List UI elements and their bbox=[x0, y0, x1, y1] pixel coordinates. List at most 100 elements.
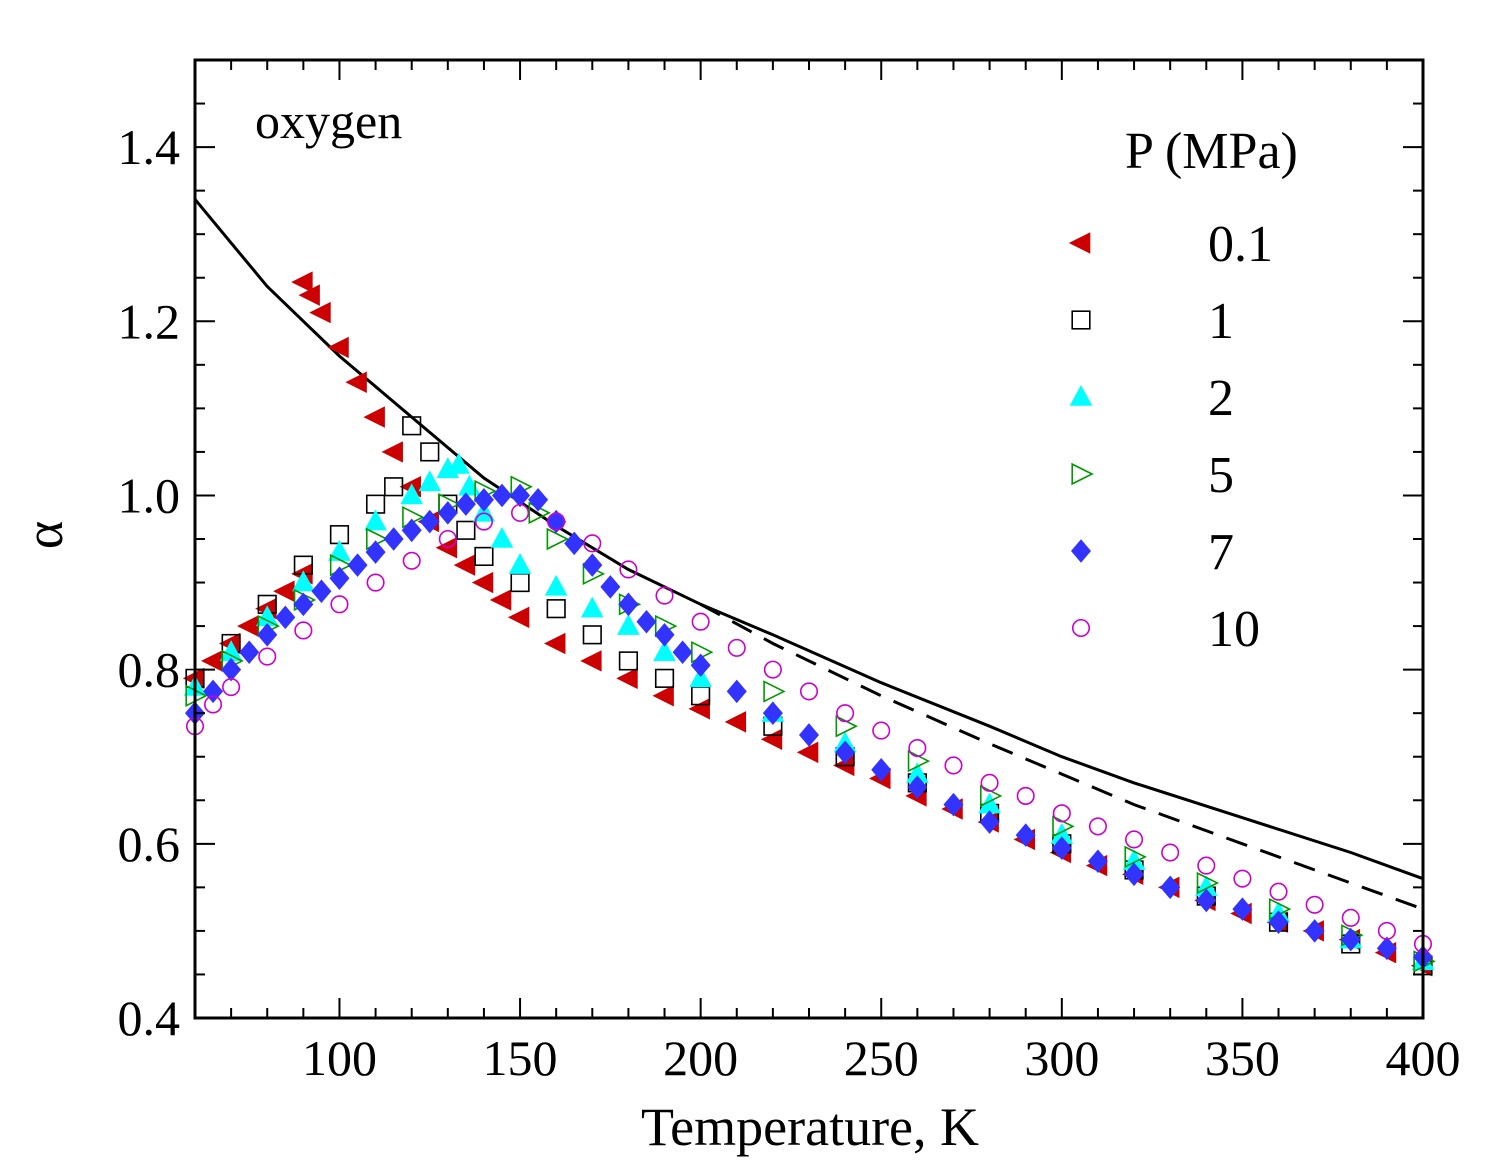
data-point bbox=[1376, 936, 1397, 961]
x-tick-label: 250 bbox=[844, 1030, 919, 1086]
y-tick-label: 0.4 bbox=[118, 990, 181, 1046]
legend-marker bbox=[1070, 539, 1092, 563]
data-point bbox=[239, 640, 260, 664]
data-point bbox=[653, 640, 676, 661]
data-point bbox=[1268, 910, 1289, 934]
data-point bbox=[872, 721, 891, 740]
data-point bbox=[980, 773, 999, 792]
data-point bbox=[365, 540, 386, 564]
data-point bbox=[763, 660, 782, 679]
data-point bbox=[546, 527, 569, 551]
data-point bbox=[618, 592, 639, 617]
data-point bbox=[546, 509, 567, 534]
data-point bbox=[364, 509, 387, 531]
data-point bbox=[1197, 856, 1216, 875]
data-point bbox=[402, 416, 422, 436]
data-point bbox=[474, 512, 493, 531]
y-tick-label: 1.2 bbox=[118, 293, 181, 349]
data-point bbox=[1340, 927, 1361, 952]
data-point bbox=[546, 599, 566, 619]
data-point bbox=[691, 612, 710, 631]
legend-label: 0.1 bbox=[1208, 216, 1273, 273]
data-point bbox=[727, 638, 746, 657]
data-point bbox=[293, 592, 314, 617]
data-point bbox=[453, 554, 476, 576]
data-point bbox=[345, 371, 367, 393]
y-axis-title: α bbox=[14, 521, 74, 549]
data-points bbox=[182, 271, 1436, 977]
data-point bbox=[1161, 843, 1180, 862]
data-point bbox=[1196, 888, 1217, 913]
data-point bbox=[456, 520, 476, 540]
data-point bbox=[1233, 869, 1252, 888]
data-point bbox=[292, 570, 315, 592]
data-point bbox=[724, 711, 747, 733]
data-point bbox=[1341, 908, 1360, 927]
data-point bbox=[1196, 871, 1220, 895]
data-point bbox=[636, 609, 657, 634]
data-point bbox=[511, 503, 530, 522]
data-point bbox=[581, 596, 604, 618]
data-point bbox=[1088, 817, 1107, 836]
legend-item-10: 10 bbox=[1071, 601, 1260, 658]
data-point bbox=[311, 579, 332, 604]
data-point bbox=[294, 621, 313, 640]
data-point bbox=[654, 668, 675, 688]
data-point bbox=[600, 575, 621, 599]
data-point bbox=[582, 625, 602, 645]
data-point bbox=[204, 695, 223, 714]
data-point bbox=[835, 740, 856, 765]
legend-item-5: 5 bbox=[1071, 447, 1234, 504]
data-point bbox=[547, 512, 566, 531]
data-point bbox=[616, 667, 638, 690]
data-point bbox=[979, 810, 1000, 834]
tick-labels: 100 150 200 250 300 350 400 0.4 0.6 0.8 1.0 1.2 1.4 bbox=[118, 119, 1461, 1086]
legend-marker bbox=[1069, 384, 1093, 406]
data-point bbox=[1305, 895, 1324, 914]
x-tick-label: 300 bbox=[1024, 1030, 1099, 1086]
legend: 0.1 1 2 5 7 10 bbox=[1068, 216, 1273, 658]
legend-item-0.1: 0.1 bbox=[1068, 216, 1273, 273]
data-point bbox=[309, 301, 331, 324]
legend-marker bbox=[1071, 618, 1091, 638]
data-point bbox=[690, 653, 711, 678]
data-point bbox=[510, 572, 530, 593]
data-point bbox=[257, 623, 278, 647]
data-point bbox=[726, 679, 747, 704]
data-point bbox=[1052, 804, 1071, 823]
data-point bbox=[763, 680, 786, 703]
data-point bbox=[978, 792, 1001, 814]
y-tick-label: 1.4 bbox=[118, 119, 181, 175]
x-tick-label: 150 bbox=[483, 1030, 558, 1086]
legend-item-1: 1 bbox=[1071, 293, 1234, 350]
data-point bbox=[471, 571, 494, 594]
line-dashed bbox=[699, 602, 1424, 911]
data-point bbox=[1051, 836, 1072, 860]
data-point bbox=[582, 553, 603, 577]
data-point bbox=[1016, 786, 1035, 805]
data-point bbox=[363, 406, 385, 428]
data-point bbox=[907, 775, 928, 799]
data-point bbox=[489, 589, 512, 611]
data-point bbox=[798, 723, 820, 747]
data-point bbox=[200, 650, 223, 672]
x-tick-label: 200 bbox=[663, 1030, 738, 1086]
data-point bbox=[258, 647, 277, 666]
legend-label: 5 bbox=[1208, 447, 1234, 504]
data-point bbox=[401, 518, 422, 543]
data-point bbox=[221, 657, 242, 682]
y-tick-label: 0.6 bbox=[118, 816, 181, 872]
data-point bbox=[1232, 897, 1253, 921]
y-tick-label: 1.0 bbox=[118, 467, 181, 523]
data-point bbox=[1160, 875, 1181, 900]
data-point bbox=[1087, 849, 1108, 874]
data-point bbox=[418, 470, 442, 492]
data-point bbox=[237, 615, 259, 637]
data-point bbox=[327, 336, 349, 359]
y-tick-label: 0.8 bbox=[118, 642, 181, 698]
data-point bbox=[366, 573, 385, 592]
data-point bbox=[654, 623, 675, 647]
data-point bbox=[618, 651, 639, 671]
data-point bbox=[508, 553, 532, 574]
